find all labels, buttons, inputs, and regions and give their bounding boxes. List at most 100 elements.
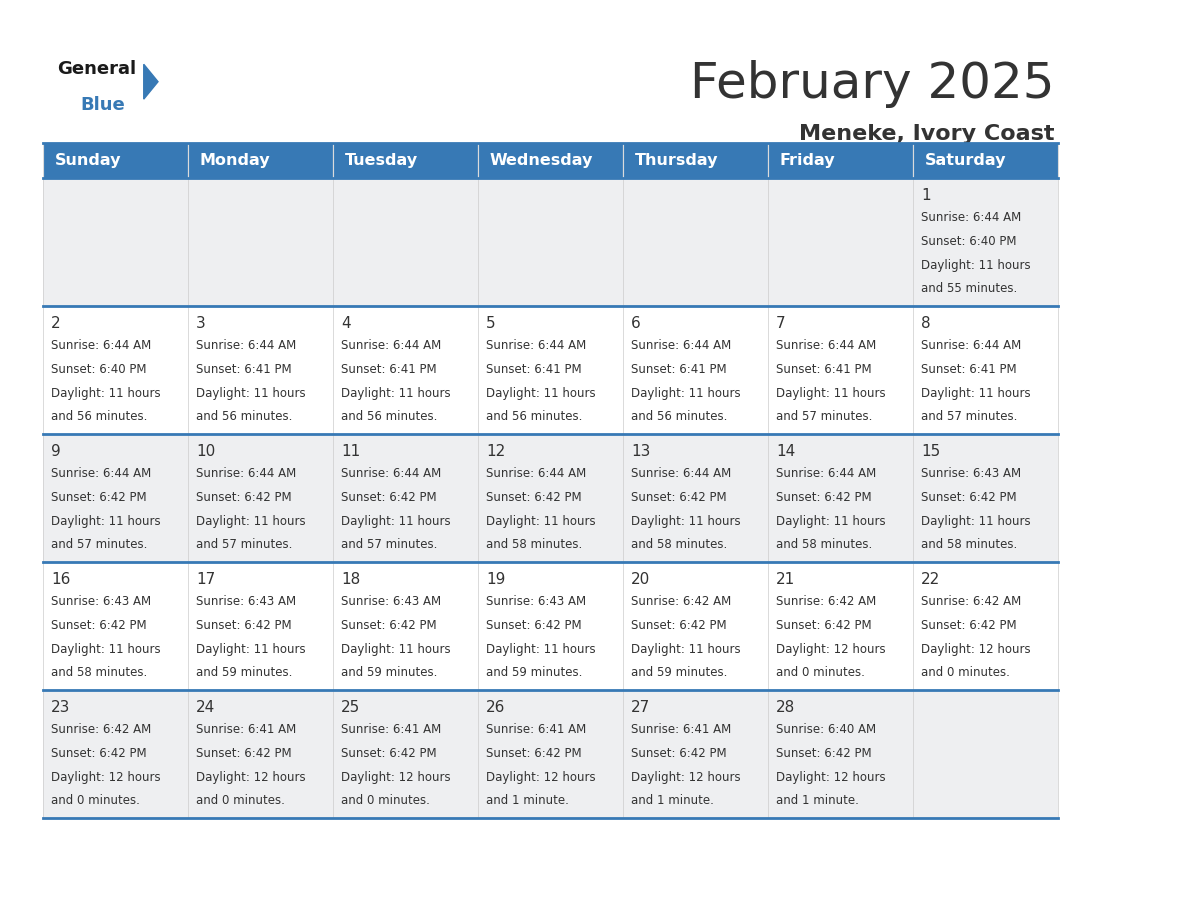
Text: Sunrise: 6:41 AM: Sunrise: 6:41 AM	[631, 723, 732, 736]
Text: 19: 19	[486, 572, 505, 588]
Text: Sunrise: 6:43 AM: Sunrise: 6:43 AM	[51, 595, 151, 609]
Text: Sunrise: 6:42 AM: Sunrise: 6:42 AM	[776, 595, 877, 609]
Text: and 1 minute.: and 1 minute.	[776, 794, 859, 807]
Text: and 0 minutes.: and 0 minutes.	[51, 794, 140, 807]
Text: 4: 4	[341, 316, 350, 331]
Text: Sunset: 6:42 PM: Sunset: 6:42 PM	[776, 491, 872, 504]
Text: Sunset: 6:42 PM: Sunset: 6:42 PM	[341, 747, 437, 760]
Text: Sunset: 6:42 PM: Sunset: 6:42 PM	[631, 747, 727, 760]
Text: 12: 12	[486, 444, 505, 459]
Text: and 57 minutes.: and 57 minutes.	[341, 538, 437, 552]
Text: 6: 6	[631, 316, 640, 331]
Text: and 58 minutes.: and 58 minutes.	[776, 538, 872, 552]
Text: Sunrise: 6:44 AM: Sunrise: 6:44 AM	[341, 467, 441, 480]
Text: Daylight: 12 hours: Daylight: 12 hours	[341, 770, 450, 784]
Text: 18: 18	[341, 572, 360, 588]
Text: Daylight: 11 hours: Daylight: 11 hours	[631, 515, 740, 528]
Text: Sunset: 6:42 PM: Sunset: 6:42 PM	[486, 619, 582, 632]
Text: 17: 17	[196, 572, 215, 588]
Text: 28: 28	[776, 700, 795, 715]
Text: 2: 2	[51, 316, 61, 331]
Text: 24: 24	[196, 700, 215, 715]
Text: Sunrise: 6:44 AM: Sunrise: 6:44 AM	[631, 340, 732, 353]
Text: Sunset: 6:42 PM: Sunset: 6:42 PM	[921, 491, 1017, 504]
Text: and 1 minute.: and 1 minute.	[486, 794, 569, 807]
Text: Daylight: 12 hours: Daylight: 12 hours	[921, 643, 1031, 655]
Text: Sunrise: 6:42 AM: Sunrise: 6:42 AM	[631, 595, 732, 609]
Text: Daylight: 11 hours: Daylight: 11 hours	[196, 386, 305, 399]
Text: Sunset: 6:42 PM: Sunset: 6:42 PM	[196, 491, 291, 504]
Text: Sunset: 6:40 PM: Sunset: 6:40 PM	[51, 363, 146, 376]
Text: Daylight: 11 hours: Daylight: 11 hours	[486, 515, 595, 528]
Text: Sunset: 6:41 PM: Sunset: 6:41 PM	[196, 363, 291, 376]
Text: Daylight: 11 hours: Daylight: 11 hours	[776, 386, 885, 399]
Text: Sunset: 6:42 PM: Sunset: 6:42 PM	[776, 747, 872, 760]
Text: 8: 8	[921, 316, 930, 331]
Text: and 56 minutes.: and 56 minutes.	[196, 410, 292, 423]
Text: Wednesday: Wednesday	[489, 153, 593, 168]
Text: Sunrise: 6:44 AM: Sunrise: 6:44 AM	[196, 467, 296, 480]
Text: Sunrise: 6:44 AM: Sunrise: 6:44 AM	[486, 467, 586, 480]
Text: 9: 9	[51, 444, 61, 459]
Text: and 0 minutes.: and 0 minutes.	[776, 666, 865, 679]
Text: Sunset: 6:42 PM: Sunset: 6:42 PM	[51, 747, 146, 760]
Text: Daylight: 11 hours: Daylight: 11 hours	[631, 386, 740, 399]
Text: Sunrise: 6:44 AM: Sunrise: 6:44 AM	[921, 340, 1022, 353]
Text: Sunset: 6:41 PM: Sunset: 6:41 PM	[341, 363, 437, 376]
Text: and 0 minutes.: and 0 minutes.	[341, 794, 430, 807]
Text: Sunrise: 6:43 AM: Sunrise: 6:43 AM	[341, 595, 441, 609]
Text: 13: 13	[631, 444, 650, 459]
Text: Daylight: 11 hours: Daylight: 11 hours	[341, 386, 450, 399]
Text: General: General	[57, 60, 137, 78]
Text: Daylight: 12 hours: Daylight: 12 hours	[631, 770, 740, 784]
Text: Sunset: 6:41 PM: Sunset: 6:41 PM	[921, 363, 1017, 376]
Text: Sunrise: 6:42 AM: Sunrise: 6:42 AM	[921, 595, 1022, 609]
Text: Sunset: 6:42 PM: Sunset: 6:42 PM	[196, 619, 291, 632]
Text: Sunrise: 6:44 AM: Sunrise: 6:44 AM	[486, 340, 586, 353]
Text: Sunrise: 6:44 AM: Sunrise: 6:44 AM	[631, 467, 732, 480]
Text: Blue: Blue	[81, 96, 126, 115]
Text: Sunrise: 6:43 AM: Sunrise: 6:43 AM	[921, 467, 1022, 480]
Text: Daylight: 11 hours: Daylight: 11 hours	[921, 259, 1031, 272]
Text: Daylight: 12 hours: Daylight: 12 hours	[776, 643, 885, 655]
Text: and 58 minutes.: and 58 minutes.	[486, 538, 582, 552]
Text: 14: 14	[776, 444, 795, 459]
Text: Thursday: Thursday	[634, 153, 718, 168]
Text: Monday: Monday	[200, 153, 270, 168]
Text: Tuesday: Tuesday	[345, 153, 418, 168]
Text: Daylight: 12 hours: Daylight: 12 hours	[776, 770, 885, 784]
Text: Sunset: 6:42 PM: Sunset: 6:42 PM	[776, 619, 872, 632]
Text: 3: 3	[196, 316, 206, 331]
Text: Daylight: 12 hours: Daylight: 12 hours	[51, 770, 160, 784]
Text: Sunset: 6:41 PM: Sunset: 6:41 PM	[631, 363, 727, 376]
Text: Daylight: 11 hours: Daylight: 11 hours	[486, 643, 595, 655]
Text: Sunrise: 6:40 AM: Sunrise: 6:40 AM	[776, 723, 876, 736]
Text: 23: 23	[51, 700, 70, 715]
Text: Sunrise: 6:42 AM: Sunrise: 6:42 AM	[51, 723, 151, 736]
Text: and 55 minutes.: and 55 minutes.	[921, 283, 1017, 296]
Text: Sunset: 6:42 PM: Sunset: 6:42 PM	[51, 619, 146, 632]
Text: 20: 20	[631, 572, 650, 588]
Text: 11: 11	[341, 444, 360, 459]
Text: Daylight: 12 hours: Daylight: 12 hours	[486, 770, 595, 784]
Text: Meneke, Ivory Coast: Meneke, Ivory Coast	[800, 124, 1055, 144]
Text: Sunrise: 6:44 AM: Sunrise: 6:44 AM	[196, 340, 296, 353]
Text: Daylight: 11 hours: Daylight: 11 hours	[341, 643, 450, 655]
Text: Daylight: 11 hours: Daylight: 11 hours	[341, 515, 450, 528]
Text: Friday: Friday	[779, 153, 835, 168]
Text: Daylight: 11 hours: Daylight: 11 hours	[776, 515, 885, 528]
Text: Sunrise: 6:41 AM: Sunrise: 6:41 AM	[486, 723, 586, 736]
Text: Sunrise: 6:43 AM: Sunrise: 6:43 AM	[196, 595, 296, 609]
Text: and 59 minutes.: and 59 minutes.	[196, 666, 292, 679]
Text: 27: 27	[631, 700, 650, 715]
Text: 15: 15	[921, 444, 940, 459]
Text: and 58 minutes.: and 58 minutes.	[921, 538, 1017, 552]
Text: and 58 minutes.: and 58 minutes.	[631, 538, 727, 552]
Text: and 59 minutes.: and 59 minutes.	[341, 666, 437, 679]
Text: Sunrise: 6:44 AM: Sunrise: 6:44 AM	[776, 340, 877, 353]
Text: Daylight: 11 hours: Daylight: 11 hours	[921, 386, 1031, 399]
Text: Sunrise: 6:43 AM: Sunrise: 6:43 AM	[486, 595, 586, 609]
Text: Daylight: 11 hours: Daylight: 11 hours	[196, 643, 305, 655]
Text: Sunday: Sunday	[55, 153, 121, 168]
Text: and 0 minutes.: and 0 minutes.	[196, 794, 285, 807]
